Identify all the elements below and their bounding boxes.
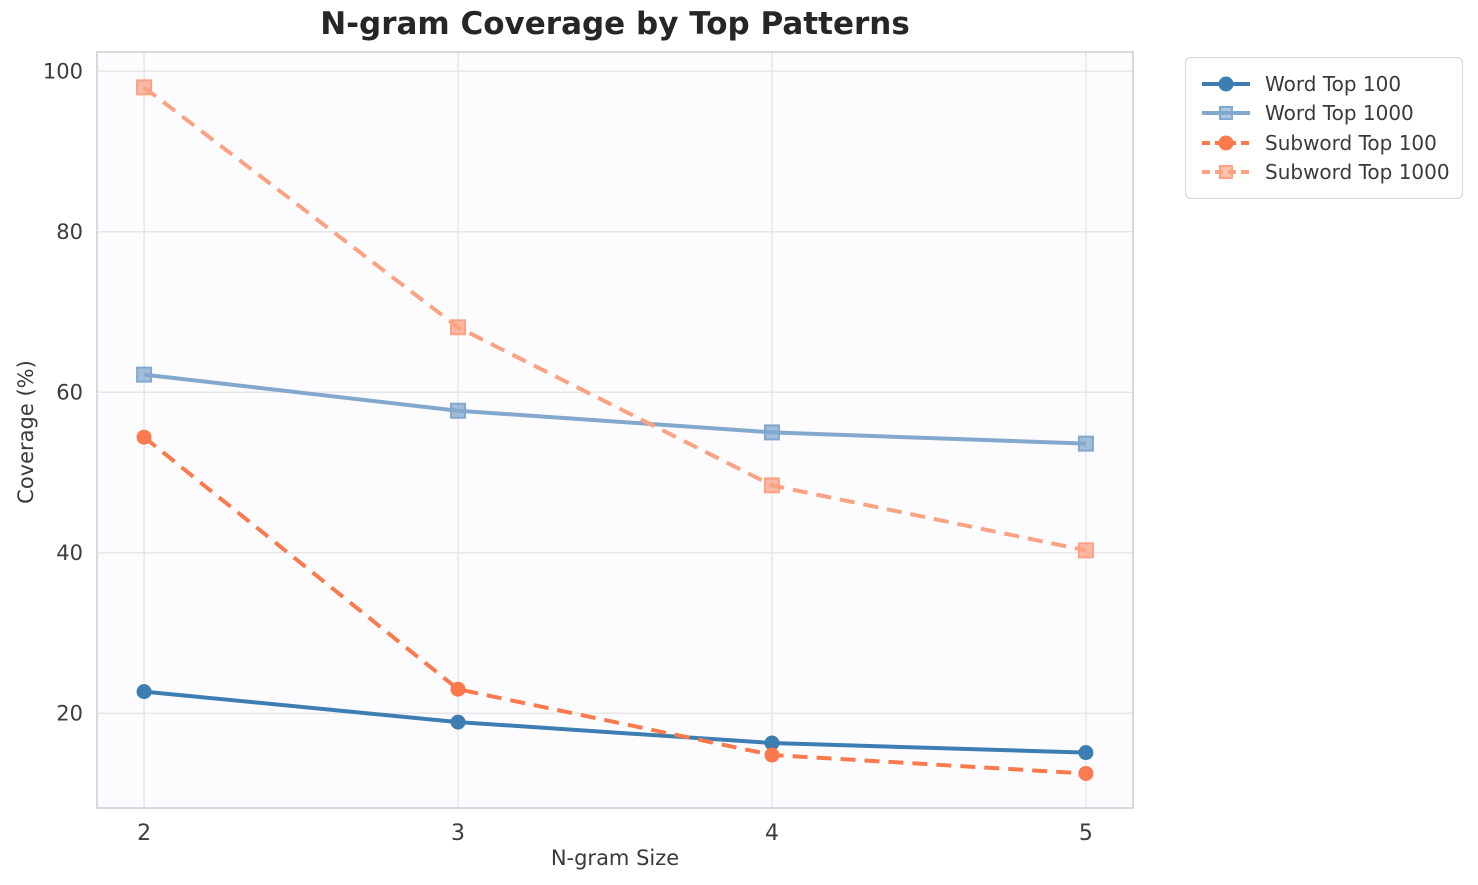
data-point-circle [136,684,152,700]
plot-area [97,52,1133,808]
series-line-subword-top-1000 [142,85,1087,553]
x-tick-label: 2 [137,821,151,846]
legend-swatch-subword-top-100 [1202,134,1250,152]
legend-label: Word Top 1000 [1265,101,1414,126]
legend-swatch-word-top-100 [1202,75,1250,93]
x-tick-label: 4 [765,821,779,846]
data-point-circle [450,714,466,730]
circle-marker-icon [1218,76,1234,92]
data-point-circle [1078,745,1094,761]
legend-swatch-word-top-1000 [1202,104,1250,122]
legend-item-word-top-100: Word Top 100 [1202,69,1446,99]
data-point-square [136,366,153,383]
legend-label: Word Top 100 [1265,71,1402,96]
series-line-word-top-100 [143,689,1086,755]
data-point-circle [450,681,466,697]
y-tick-label: 20 [56,701,83,725]
data-point-square [1077,435,1094,452]
x-tick-label: 5 [1079,821,1093,846]
legend-swatch-subword-top-1000 [1202,163,1250,181]
data-point-square [450,402,467,419]
y-tick-label: 100 [43,59,83,83]
x-tick-label: 3 [451,821,465,846]
legend-item-subword-top-1000: Subword Top 1000 [1202,158,1450,188]
legend-label: Subword Top 1000 [1265,160,1450,185]
y-tick-label: 40 [56,541,83,565]
x-axis-label: N-gram Size [550,846,680,870]
data-point-square [450,319,467,336]
legend-item-word-top-1000: Word Top 1000 [1202,99,1446,129]
series-line-word-top-1000 [143,372,1086,446]
circle-marker-icon [1218,135,1234,151]
data-point-circle [764,735,780,751]
legend-label: Subword Top 100 [1265,130,1437,155]
data-point-square [763,424,780,441]
data-point-square [1077,542,1094,559]
y-tick-label: 80 [56,220,83,244]
square-marker-icon [1219,106,1233,121]
data-point-square [136,79,153,96]
legend: Word Top 100 Word Top 1000 Subword Top 1… [1185,57,1463,199]
data-point-square [763,477,780,494]
y-axis-label: Coverage (%) [14,360,38,504]
series-line-subword-top-100 [142,435,1087,776]
plot-border [96,51,1134,809]
legend-item-subword-top-100: Subword Top 100 [1202,128,1446,158]
data-point-circle [1078,765,1094,781]
y-tick-label: 60 [56,380,83,404]
data-point-circle [136,429,152,445]
chart-title: N-gram Coverage by Top Patterns [320,6,910,42]
data-point-circle [764,747,780,763]
square-marker-icon [1219,165,1233,180]
